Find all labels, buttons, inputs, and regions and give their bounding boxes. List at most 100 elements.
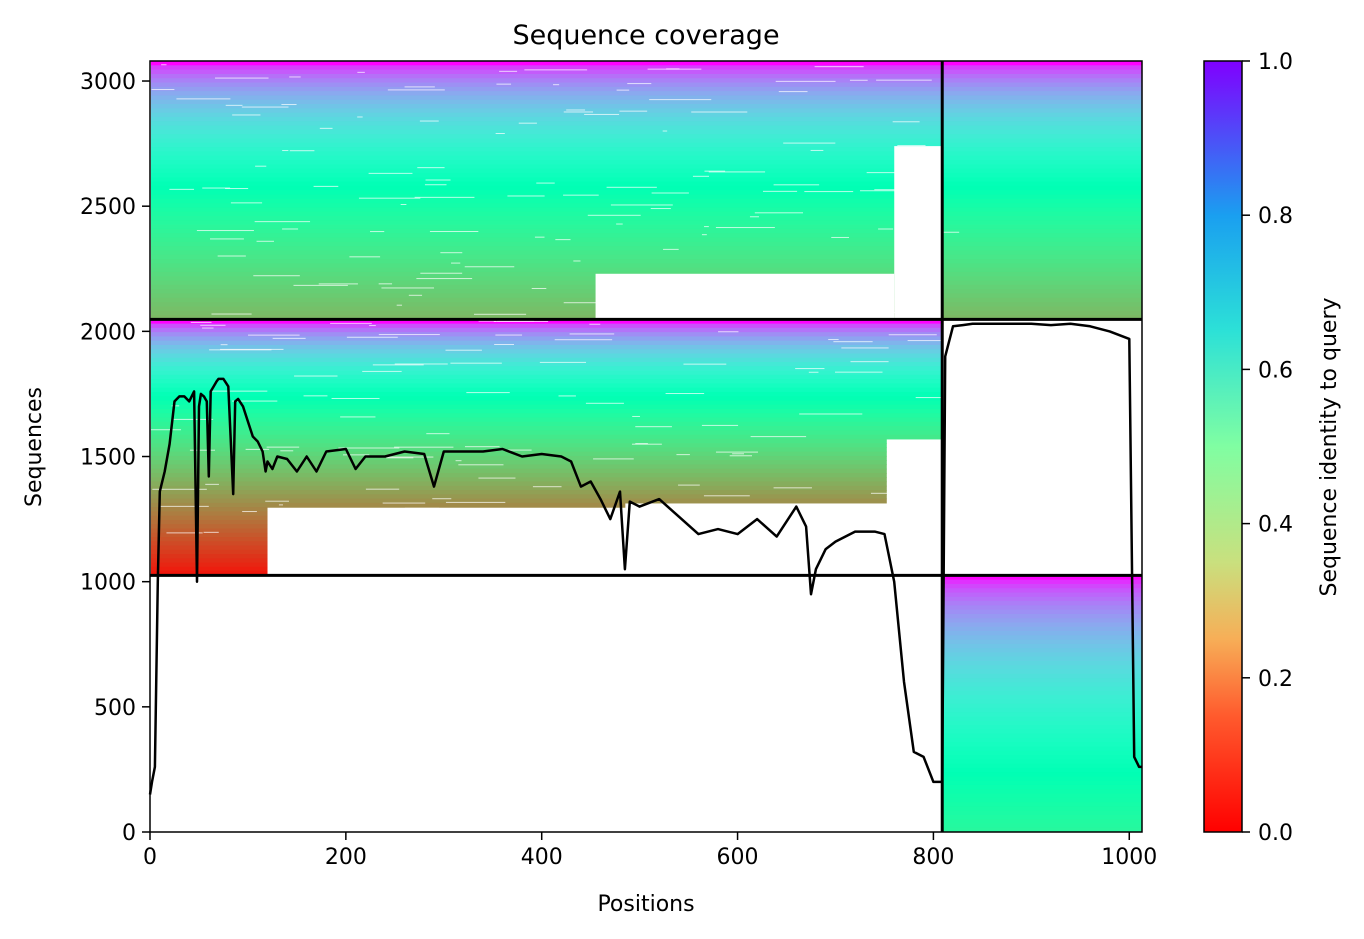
x-axis: 0 200 400 600 800 1000 [143,832,1157,870]
texture-streak [209,349,272,351]
texture-streak [253,275,300,277]
heatmap-band [151,336,943,342]
texture-streak [828,339,839,341]
texture-streak [382,502,426,504]
texture-streak [210,390,268,392]
texture-streak [404,86,435,88]
heatmap-band [151,315,903,320]
texture-streak [858,311,921,313]
heatmap-band [943,302,1142,308]
heatmap-band [943,716,1142,722]
texture-streak [494,343,515,345]
texture-streak [718,331,739,333]
heatmap-blocks [151,61,1142,832]
heatmap-band [151,194,943,200]
texture-streak [679,296,717,298]
heatmap-band [151,185,943,191]
heatmap-band [151,280,903,286]
heatmap-band [151,455,887,461]
texture-streak [593,458,634,460]
heatmap-band [151,181,943,187]
texture-streak [439,547,472,549]
texture-streak [265,500,289,502]
texture-streak [202,187,231,189]
heatmap-band [151,417,943,423]
texture-streak [723,524,744,526]
heatmap-band [943,280,1142,286]
heatmap-band [151,460,887,466]
heatmap-band [943,635,1142,641]
heatmap-band [151,220,903,226]
heatmap-band [943,827,1142,832]
texture-streak [351,545,385,547]
y-tick-label: 1500 [80,446,136,471]
texture-streak [795,368,825,370]
texture-streak [676,454,690,456]
heatmap-band [943,746,1142,752]
heatmap-band [943,588,1142,594]
heatmap-band [943,237,1142,243]
heatmap-band [151,116,943,122]
heatmap-band [943,125,1142,131]
heatmap-band [943,656,1142,662]
heatmap-band [943,142,1142,148]
texture-streak [497,449,532,451]
texture-streak [289,150,315,152]
texture-streak [539,361,587,363]
texture-streak [369,325,376,327]
heatmap-band [151,142,943,148]
heatmap-band [943,310,1142,316]
x-tick-label: 400 [521,845,563,870]
texture-streak [691,111,748,113]
texture-streak [362,370,402,372]
texture-streak [368,172,413,174]
heatmap-band [943,129,1142,135]
texture-streak [440,252,463,254]
heatmap-band [943,151,1142,157]
texture-streak [874,189,906,191]
heatmap-band [943,660,1142,666]
heatmap-band [151,211,903,217]
heatmap-band [151,485,887,491]
x-tick-label: 800 [912,845,954,870]
texture-streak [704,226,709,228]
texture-streak [701,424,739,426]
heatmap-band [151,108,943,114]
texture-streak [280,450,294,452]
texture-streak [318,283,358,285]
heatmap-band [151,434,943,440]
texture-streak [649,99,712,101]
texture-streak [854,512,898,514]
heatmap-band [151,366,943,372]
texture-streak [569,333,615,335]
heatmap-band [943,797,1142,803]
heatmap-band [943,289,1142,295]
texture-streak [742,569,774,571]
texture-streak [348,513,382,515]
heatmap-band [151,404,943,410]
texture-streak [455,510,510,512]
texture-streak [420,272,463,274]
heatmap-band [151,134,943,140]
heatmap-band [943,819,1142,825]
heatmap-band [943,73,1142,79]
heatmap-band [151,340,943,346]
heatmap-band [943,211,1142,217]
texture-streak [703,495,750,497]
heatmap-band [943,626,1142,632]
x-axis-label: Positions [597,892,694,917]
texture-streak [557,527,576,529]
heatmap-band [151,203,943,208]
heatmap-band [151,259,903,264]
texture-streak [497,320,535,322]
texture-streak [611,525,636,527]
heatmap-band [151,112,943,118]
texture-streak [619,110,648,112]
texture-streak [225,104,243,106]
heatmap-band [151,357,943,363]
texture-streak [651,192,689,194]
texture-streak [429,231,479,233]
texture-streak [841,347,889,349]
texture-streak [209,238,244,240]
texture-streak [765,565,796,567]
